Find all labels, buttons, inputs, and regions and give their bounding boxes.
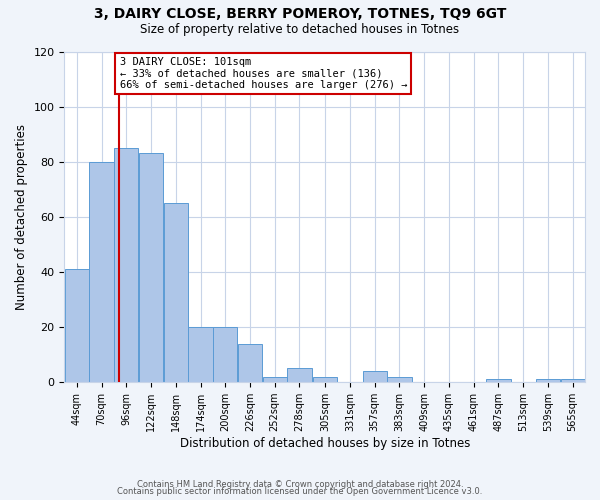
Bar bbox=[213, 327, 238, 382]
Bar bbox=[263, 376, 287, 382]
Bar bbox=[387, 376, 412, 382]
Bar bbox=[560, 380, 585, 382]
Bar bbox=[114, 148, 139, 382]
Bar bbox=[238, 344, 262, 382]
Bar bbox=[536, 380, 560, 382]
Bar bbox=[89, 162, 113, 382]
Bar bbox=[486, 380, 511, 382]
Bar bbox=[139, 154, 163, 382]
X-axis label: Distribution of detached houses by size in Totnes: Distribution of detached houses by size … bbox=[179, 437, 470, 450]
Text: Size of property relative to detached houses in Totnes: Size of property relative to detached ho… bbox=[140, 22, 460, 36]
Bar bbox=[164, 203, 188, 382]
Bar bbox=[188, 327, 212, 382]
Text: 3, DAIRY CLOSE, BERRY POMEROY, TOTNES, TQ9 6GT: 3, DAIRY CLOSE, BERRY POMEROY, TOTNES, T… bbox=[94, 8, 506, 22]
Text: Contains HM Land Registry data © Crown copyright and database right 2024.: Contains HM Land Registry data © Crown c… bbox=[137, 480, 463, 489]
Bar bbox=[313, 376, 337, 382]
Y-axis label: Number of detached properties: Number of detached properties bbox=[15, 124, 28, 310]
Bar bbox=[362, 371, 387, 382]
Bar bbox=[65, 269, 89, 382]
Text: Contains public sector information licensed under the Open Government Licence v3: Contains public sector information licen… bbox=[118, 487, 482, 496]
Text: 3 DAIRY CLOSE: 101sqm
← 33% of detached houses are smaller (136)
66% of semi-det: 3 DAIRY CLOSE: 101sqm ← 33% of detached … bbox=[119, 57, 407, 90]
Bar bbox=[287, 368, 311, 382]
